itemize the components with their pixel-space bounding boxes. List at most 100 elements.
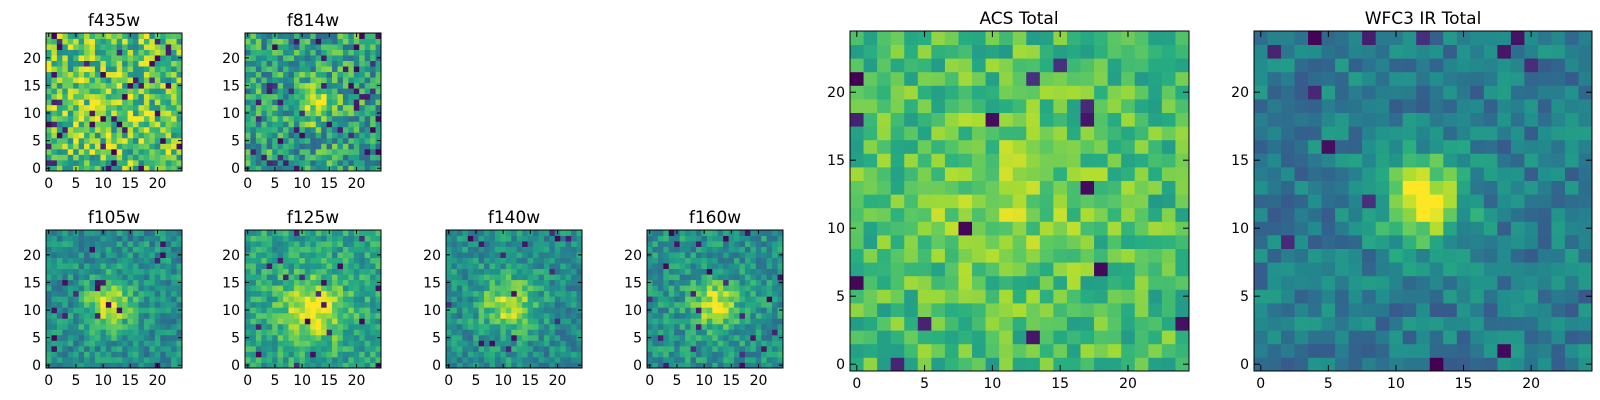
heatmap-cell (342, 285, 349, 292)
heatmap-cell (972, 85, 986, 100)
heatmap-cell (1267, 167, 1282, 181)
heatmap-cell (51, 274, 58, 281)
heatmap-cell (154, 154, 161, 161)
heatmap-cell (337, 257, 344, 264)
heatmap-cell (138, 318, 145, 325)
heatmap-cell (89, 312, 96, 319)
heatmap-cell (511, 345, 518, 352)
heatmap-cell (245, 143, 251, 150)
heatmap-cell (505, 230, 512, 236)
heatmap-cell (143, 356, 150, 363)
heatmap-cell (46, 312, 52, 319)
heatmap-cell (160, 263, 167, 270)
heatmap-cell (370, 33, 376, 39)
heatmap-cell (712, 268, 719, 275)
heatmap-cell (111, 44, 118, 50)
heatmap-cell (467, 351, 474, 358)
heatmap-cell (332, 230, 338, 236)
heatmap-cell (283, 241, 289, 247)
heatmap-cell (972, 153, 986, 168)
heatmap-cell (1524, 316, 1539, 331)
heatmap-cell (750, 252, 757, 258)
heatmap-cell (67, 334, 74, 341)
heatmap-cell (288, 356, 295, 363)
heatmap-cell (1012, 316, 1027, 331)
heatmap-cell (353, 345, 360, 352)
heatmap-cell (293, 279, 300, 286)
heatmap-cell (78, 356, 85, 363)
heatmap-cell (1175, 85, 1190, 100)
heatmap-cell (571, 274, 577, 281)
heatmap-cell (863, 85, 878, 100)
heatmap-cell (505, 246, 512, 253)
y-tick-label: 15 (222, 275, 240, 291)
heatmap-cell (511, 279, 518, 286)
heatmap-cell (565, 340, 572, 347)
heatmap-cell (46, 154, 52, 161)
heatmap-cell (1483, 357, 1498, 372)
heatmap-cell (473, 241, 480, 247)
heatmap-cell (337, 356, 344, 363)
heatmap-cell (1161, 167, 1176, 181)
heatmap-cell (944, 180, 959, 195)
heatmap-cell (1483, 303, 1498, 317)
heatmap-cell (105, 165, 112, 172)
heatmap-cell (261, 71, 268, 78)
heatmap-cell (326, 82, 333, 89)
heatmap-cell (1080, 275, 1095, 290)
heatmap-cell (326, 279, 333, 286)
heatmap-cell (46, 257, 52, 264)
heatmap-cell (261, 340, 268, 347)
heatmap-cell (160, 77, 167, 84)
heatmap-cell (985, 343, 1000, 358)
heatmap-cell (1537, 275, 1552, 290)
heatmap-cell (255, 296, 262, 303)
heatmap-cell (516, 334, 523, 341)
heatmap-cell (310, 99, 317, 106)
heatmap-cell (46, 77, 52, 84)
heatmap-cell (326, 252, 333, 258)
heatmap-cell (100, 143, 107, 150)
heatmap-cell (723, 257, 729, 264)
heatmap-cell (877, 194, 892, 209)
heatmap-cell (105, 230, 112, 236)
heatmap-cell (67, 44, 74, 50)
heatmap-cell (494, 279, 501, 286)
heatmap-cell (1389, 343, 1404, 358)
heatmap-cell (647, 345, 653, 352)
heatmap-cell (56, 88, 63, 95)
heatmap-cell (105, 82, 112, 89)
heatmap-cell (944, 262, 959, 277)
heatmap-cell (647, 257, 653, 264)
heatmap-cell (255, 148, 262, 155)
heatmap-cell (674, 312, 681, 319)
heatmap-cell (299, 301, 306, 308)
heatmap-cell (999, 316, 1014, 331)
heatmap-cell (154, 137, 161, 144)
heatmap-cell (133, 351, 139, 358)
heatmap-cell (554, 290, 561, 297)
x-tick-label: 10 (293, 373, 311, 389)
heatmap-cell (456, 334, 463, 341)
heatmap-cell (500, 345, 507, 352)
heatmap-cell (543, 263, 550, 270)
heatmap-cell (299, 285, 306, 292)
heatmap-cell (332, 263, 338, 270)
heatmap-cell (723, 252, 729, 258)
heatmap-cell (304, 165, 311, 172)
heatmap-cell (761, 285, 768, 292)
heatmap-cell (171, 71, 177, 78)
heatmap-cell (266, 82, 273, 89)
heatmap-cell (446, 241, 452, 247)
heatmap-cell (304, 104, 311, 111)
heatmap-cell (94, 165, 101, 172)
heatmap-cell (176, 99, 183, 106)
heatmap-cell (1497, 207, 1512, 222)
heatmap-cell (505, 235, 512, 242)
heatmap-cell (133, 356, 139, 363)
heatmap-cell (451, 296, 458, 303)
heatmap-cell (462, 362, 469, 369)
heatmap-cell (261, 137, 268, 144)
heatmap-cell (451, 340, 458, 347)
heatmap-cell (89, 307, 96, 314)
